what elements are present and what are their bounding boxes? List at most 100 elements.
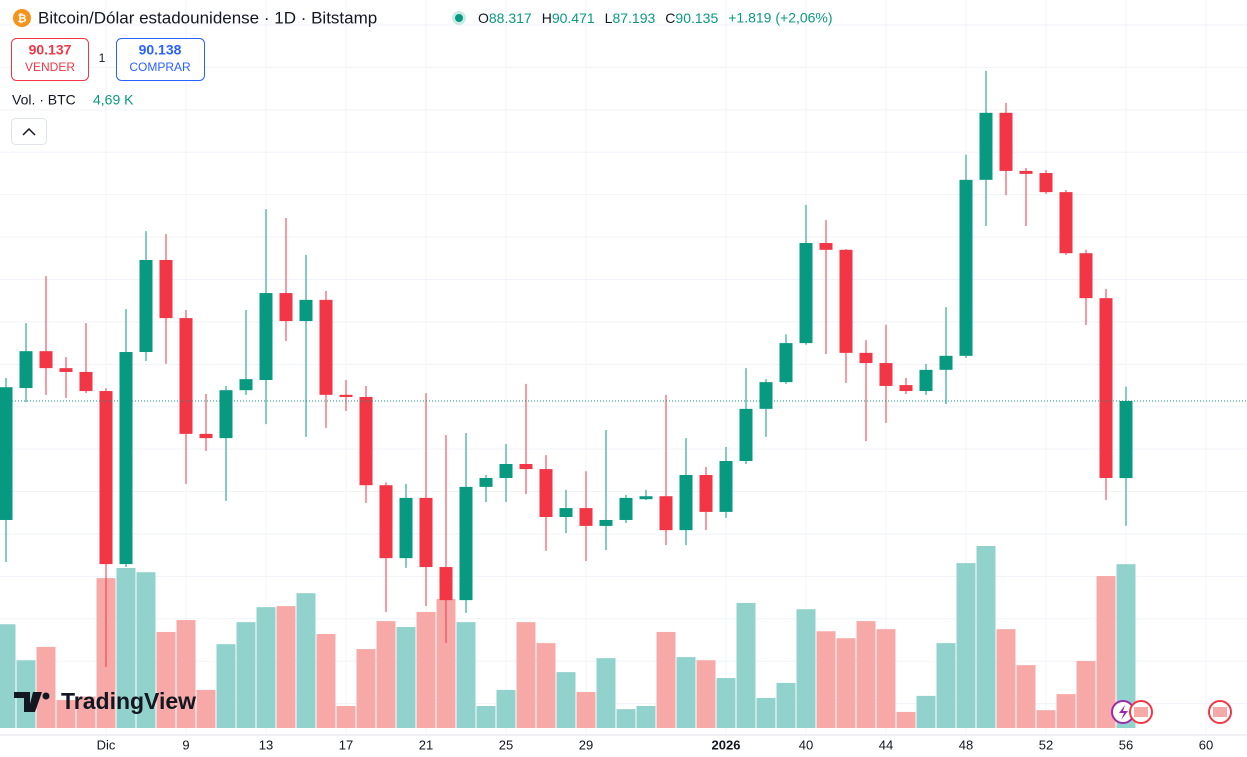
- ohlc-key: O: [478, 10, 489, 26]
- change: +1.819 (+2,06%): [728, 10, 832, 26]
- candle-body: [539, 469, 553, 518]
- volume-bar: [696, 660, 716, 728]
- volume-bar: [676, 657, 696, 728]
- x-tick-label: 13: [259, 737, 273, 752]
- candle-body: [959, 179, 973, 356]
- candle-body: [879, 363, 893, 386]
- volume-bar: [296, 593, 316, 728]
- volume-bar: [516, 622, 536, 728]
- volume-bar: [636, 705, 656, 728]
- candle-body: [559, 508, 573, 518]
- volume-bar: [176, 620, 196, 728]
- x-tick-label: Dic: [97, 737, 116, 752]
- volume-bar: [1036, 710, 1056, 728]
- volume-bar: [76, 696, 96, 728]
- volume-bar: [216, 644, 236, 728]
- event-icon-bolt: [1119, 705, 1128, 720]
- coin-icon-glyph: ₿: [18, 13, 27, 25]
- volume-bar: [916, 695, 936, 728]
- ohlc-item: H90.471: [542, 10, 595, 26]
- ohlc-value: 87.193: [612, 10, 655, 26]
- candle-body: [279, 293, 293, 322]
- volume-bar: [1016, 665, 1036, 728]
- x-tick-label: 2026: [712, 737, 741, 752]
- volume-bar: [736, 602, 756, 728]
- candle-body: [839, 249, 853, 353]
- volume-bar: [656, 631, 676, 728]
- collapse-button[interactable]: [11, 118, 47, 145]
- volume-bar: [1056, 694, 1076, 728]
- volume-bar: [496, 689, 516, 728]
- candle-body: [1059, 192, 1073, 254]
- ohlc-item: C90.135: [665, 10, 718, 26]
- volume-bar: [756, 697, 776, 728]
- symbol-title: Bitcoin/Dólar estadounidense · 1D · Bits…: [38, 8, 377, 27]
- x-tick-label: 9: [182, 737, 189, 752]
- sell-price[interactable]: 90.137: [29, 42, 72, 58]
- volume-bar: [556, 672, 576, 728]
- candle-layer: [0, 70, 1247, 668]
- candle-body: [979, 112, 993, 180]
- volume-bar: [596, 658, 616, 728]
- volume-bar: [0, 624, 16, 728]
- candle-body: [59, 368, 73, 372]
- candle-body: [19, 351, 33, 389]
- candle-body: [99, 391, 113, 565]
- buy-button[interactable]: [116, 38, 205, 81]
- volume-bar: [316, 634, 336, 728]
- volume-bar: [436, 599, 456, 728]
- volume-bar: [576, 692, 596, 728]
- candle-body: [699, 475, 713, 512]
- volume-bar: [1116, 564, 1136, 728]
- status-dot: [455, 14, 463, 22]
- candle-body: [659, 496, 673, 531]
- brand-name: TradingView: [61, 688, 196, 714]
- candle-body: [399, 497, 413, 559]
- candle-body: [599, 519, 613, 526]
- candle-body: [379, 485, 393, 559]
- candle-body: [999, 112, 1013, 171]
- candle-body: [1099, 298, 1113, 478]
- brand-logo: [14, 692, 42, 712]
- volume-bar: [56, 700, 76, 728]
- candle-body: [459, 486, 473, 601]
- volume-bar: [336, 705, 356, 728]
- candle-body: [319, 299, 333, 395]
- volume-bar: [236, 622, 256, 728]
- volume-bar: [376, 621, 396, 728]
- x-tick-label: 29: [579, 737, 593, 752]
- candle-body: [619, 497, 633, 520]
- candle-body: [1079, 253, 1093, 299]
- candle-body: [199, 433, 213, 439]
- x-tick-label: 60: [1199, 737, 1213, 752]
- x-tick-label: 44: [879, 737, 893, 752]
- candle-body: [1039, 173, 1053, 193]
- flag-icon-body: [1213, 707, 1227, 717]
- x-tick-label: 40: [799, 737, 813, 752]
- candle-body: [339, 394, 353, 397]
- candle-body: [579, 508, 593, 526]
- candle-body: [719, 461, 733, 512]
- x-tick-label: 52: [1039, 737, 1053, 752]
- flag-icon-body: [1134, 707, 1148, 717]
- volume-bar: [116, 568, 136, 728]
- candle-body: [419, 497, 433, 568]
- candle-body: [939, 355, 953, 370]
- quantity: 1: [99, 51, 106, 65]
- volume-bar: [836, 638, 856, 728]
- candle-body: [0, 387, 13, 520]
- buy-price[interactable]: 90.138: [139, 42, 182, 58]
- ohlc-key: H: [542, 10, 552, 26]
- ohlc-value: 90.471: [552, 10, 595, 26]
- ohlc-value: 90.135: [675, 10, 718, 26]
- volume-bar: [776, 682, 796, 728]
- sell-button[interactable]: [11, 38, 89, 81]
- volume-bar: [156, 631, 176, 728]
- volume-bar: [956, 563, 976, 728]
- buy-label[interactable]: COMPRAR: [129, 60, 191, 74]
- candle-body: [779, 343, 793, 383]
- volume-bar: [256, 607, 276, 728]
- volume-bar: [276, 606, 296, 728]
- sell-label[interactable]: VENDER: [25, 60, 75, 74]
